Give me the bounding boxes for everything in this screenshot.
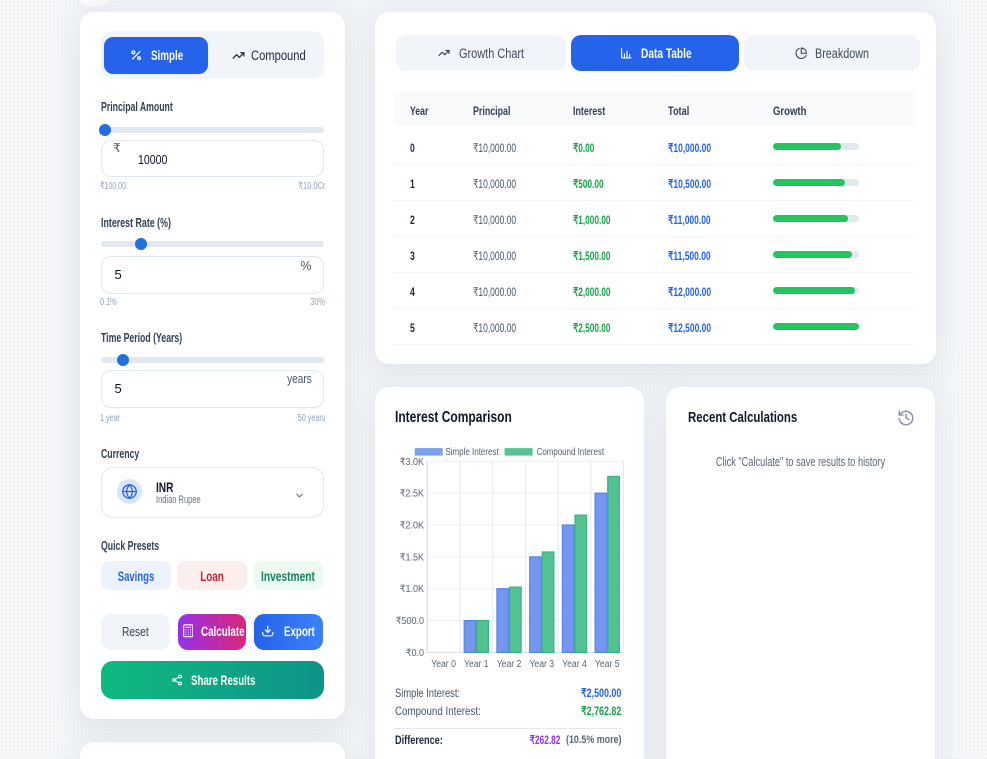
- svg-text:₹1.5K: ₹1.5K: [400, 552, 425, 564]
- svg-text:₹2.5K: ₹2.5K: [400, 488, 425, 500]
- svg-text:Year 4: Year 4: [562, 658, 587, 669]
- svg-text:₹3.0K: ₹3.0K: [400, 456, 425, 468]
- svg-text:Compound Interest: Compound Interest: [537, 446, 605, 457]
- svg-text:Simple Interest: Simple Interest: [445, 446, 499, 457]
- svg-text:₹500.0: ₹500.0: [396, 616, 424, 628]
- svg-text:₹2.0K: ₹2.0K: [400, 520, 425, 532]
- svg-text:₹1.0K: ₹1.0K: [400, 584, 425, 596]
- svg-text:Year 1: Year 1: [464, 658, 489, 669]
- svg-text:Year 2: Year 2: [497, 658, 522, 669]
- svg-text:Year 5: Year 5: [595, 658, 620, 669]
- svg-text:Year 3: Year 3: [529, 658, 554, 669]
- svg-text:₹0.0: ₹0.0: [406, 647, 424, 659]
- svg-text:Year 0: Year 0: [431, 658, 456, 669]
